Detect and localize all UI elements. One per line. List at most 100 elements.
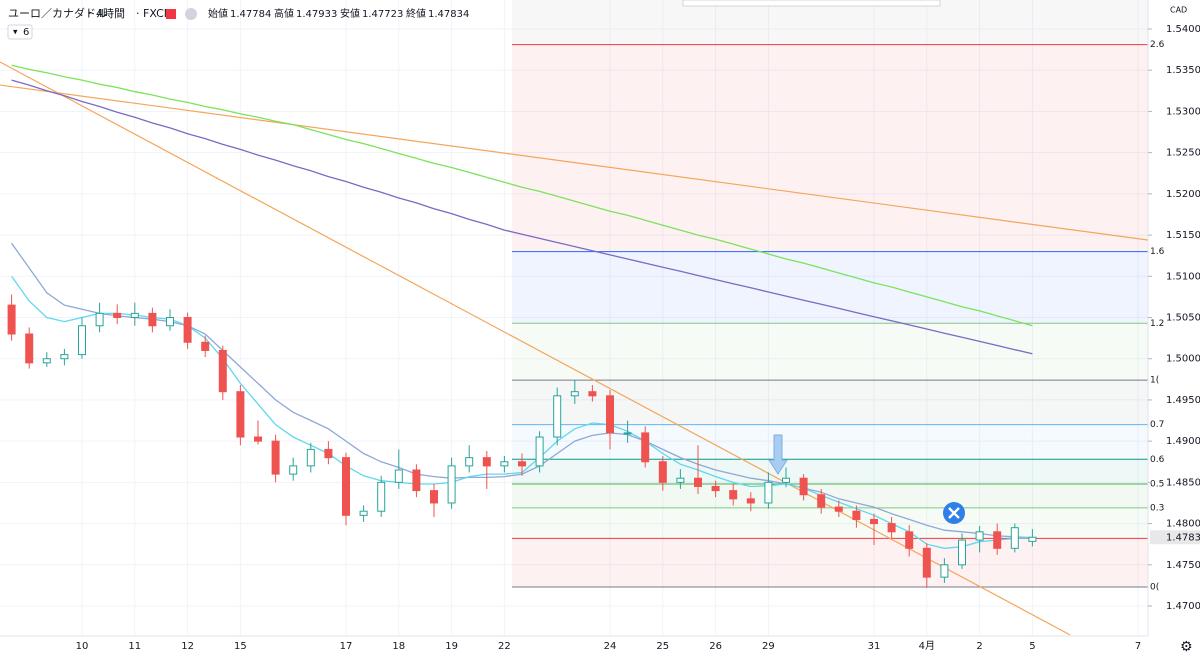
ohlc-label: 高値	[274, 7, 294, 20]
candle-body	[42, 358, 51, 364]
candle-body	[25, 333, 34, 364]
fib-label: 0.3	[1150, 503, 1164, 513]
candle-body	[412, 469, 421, 492]
fib-label: 1(	[1150, 376, 1159, 386]
candle-body	[834, 506, 843, 512]
flag-icon[interactable]	[166, 9, 176, 19]
y-tick-label: 1.52500	[1166, 148, 1200, 159]
candle-body	[641, 432, 650, 463]
arrow-marker	[768, 434, 788, 475]
x-tick-label: 17	[340, 641, 353, 652]
candle-body	[729, 490, 738, 500]
candle-body	[148, 312, 157, 327]
fib-label: 0.7	[1150, 420, 1164, 430]
candle-body	[553, 395, 562, 438]
price-tag: 1.47834	[1166, 532, 1200, 543]
candle-body	[570, 391, 579, 397]
candle-body	[694, 477, 702, 487]
x-tick-label: 18	[392, 641, 405, 652]
x-tick-label: 19	[445, 641, 458, 652]
candle-body	[78, 325, 86, 356]
candle-body	[746, 498, 755, 504]
y-tick-label: 1.49000	[1166, 436, 1200, 447]
top-dropdown[interactable]	[682, 0, 941, 7]
exchange: FXCM	[143, 7, 173, 20]
fib-band	[512, 380, 1148, 425]
fib-band	[512, 424, 1148, 460]
ohlc-value: 1.47933	[296, 9, 337, 20]
x-tick-label: 7	[1135, 641, 1141, 652]
fib-label: 2.6	[1150, 40, 1165, 50]
candle-body	[183, 317, 192, 343]
candle-body	[817, 494, 826, 508]
candle-body	[922, 547, 931, 578]
fib-label: 1.2	[1150, 319, 1164, 329]
fib-band	[512, 507, 1148, 539]
x-tick-label: 2	[976, 641, 982, 652]
x-tick-label: 25	[656, 641, 669, 652]
ohlc-label: 終値	[406, 7, 426, 20]
y-tick-label: 1.51000	[1166, 271, 1200, 282]
candle-body	[166, 317, 174, 327]
candle-body	[430, 490, 438, 504]
candle-body	[60, 354, 69, 360]
y-tick-label: 1.50500	[1166, 313, 1200, 324]
candle-body	[658, 461, 667, 483]
candle-body	[218, 349, 227, 393]
candle-body	[623, 432, 632, 435]
candle-body	[993, 531, 1002, 549]
candle-body	[377, 481, 386, 512]
x-tick-label: 26	[709, 641, 722, 652]
fib-band	[512, 323, 1148, 381]
x-tick-label: 12	[181, 641, 194, 652]
candle-body	[482, 457, 491, 467]
fib-band	[512, 538, 1148, 588]
candle-body	[306, 448, 315, 467]
candle-body	[711, 485, 720, 492]
fib-label: 0.6	[1150, 455, 1165, 465]
y-tick-label: 1.47500	[1166, 560, 1200, 571]
fib-band	[512, 251, 1148, 324]
x-tick-label: 11	[128, 641, 141, 652]
annotations	[768, 434, 965, 524]
candle-body	[764, 481, 773, 504]
x-tick-label: 4月	[919, 640, 935, 652]
close-marker-x	[948, 507, 960, 519]
candle-body	[588, 391, 597, 397]
fib-band	[512, 0, 1148, 45]
candle-body	[394, 469, 403, 483]
candle-body	[201, 341, 210, 351]
sep: ·	[88, 7, 92, 20]
x-tick-label: 22	[498, 641, 511, 652]
candle-body	[518, 461, 526, 467]
y-tick-label: 1.54000	[1166, 24, 1200, 35]
y-tick-label: 1.51500	[1166, 230, 1200, 241]
candle-body	[1028, 536, 1037, 542]
candle-body	[271, 440, 280, 475]
candle-body	[782, 477, 790, 483]
candle-body	[676, 477, 685, 483]
candle-body	[535, 436, 544, 467]
price-axis-bg	[1148, 0, 1200, 657]
candle-body	[254, 436, 262, 442]
candle-body	[500, 461, 509, 467]
hide-icon[interactable]	[185, 8, 197, 20]
indicator-count: 6	[23, 27, 29, 38]
candle-body	[975, 531, 984, 541]
settings[interactable]: ⚙	[1180, 639, 1193, 655]
x-tick-label: 29	[762, 641, 775, 652]
ohlc-value: 1.47784	[230, 9, 271, 20]
y-tick-label: 1.48000	[1166, 519, 1200, 530]
y-tick-label: 1.50000	[1166, 354, 1200, 365]
candle-body	[113, 312, 122, 319]
plot-area	[0, 0, 1149, 636]
y-tick-label: 1.53500	[1166, 65, 1200, 76]
candle-body	[606, 395, 614, 434]
indicator-toggle[interactable]	[7, 24, 33, 40]
candle-body	[852, 510, 861, 520]
time-axis-bg	[0, 636, 1148, 657]
ohlc-value: 1.47834	[428, 9, 469, 20]
candle-body	[447, 465, 456, 504]
ohlc: 始値 1.47784 高値 1.47933 安値 1.47723 終値 1.47834	[208, 7, 469, 20]
fib-band	[512, 459, 1148, 485]
